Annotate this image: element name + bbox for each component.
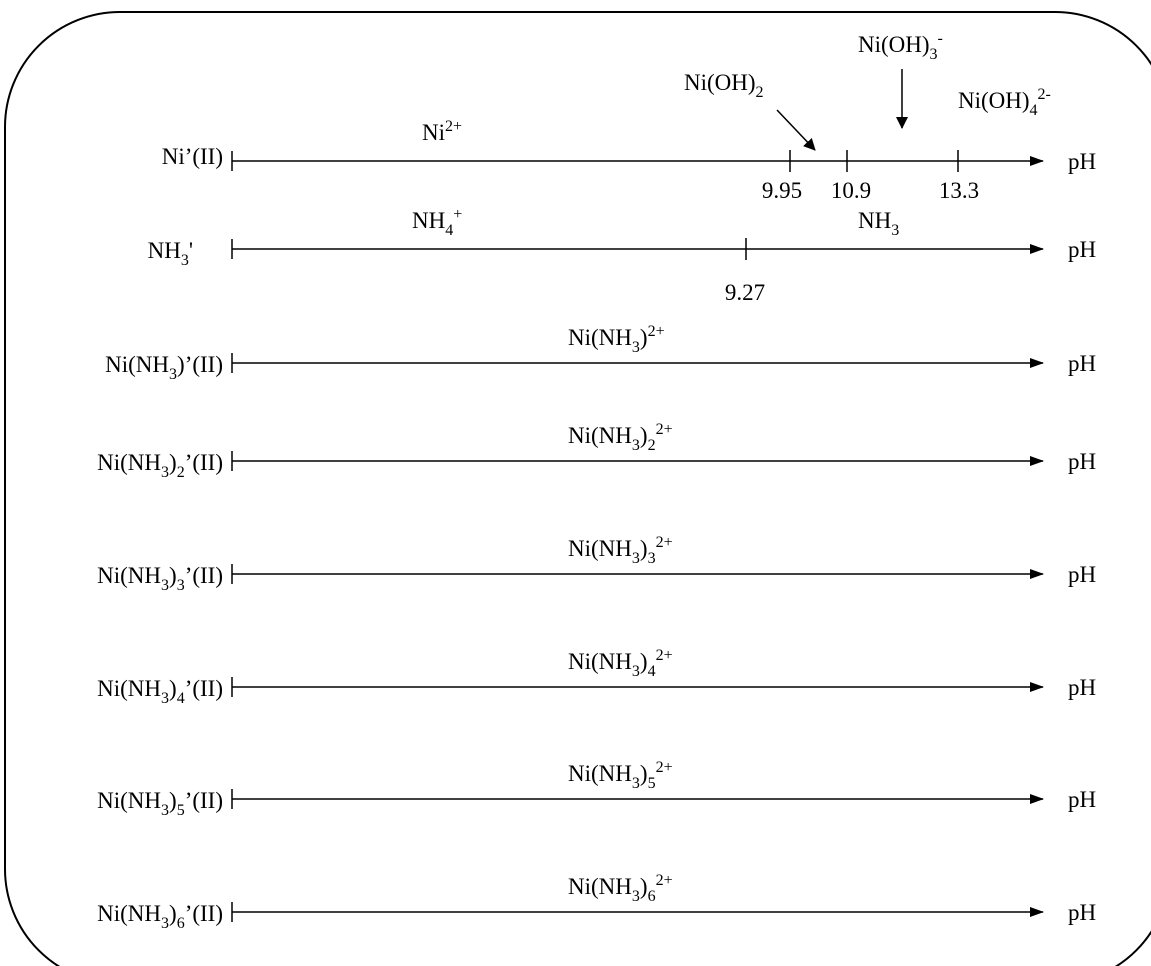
arrow-ni-oh-2	[776, 109, 816, 151]
species-ni-nh3-2: Ni(NH3)22+	[568, 421, 673, 454]
row-ni-nh3-5: Ni(NH3)5’(II) pH Ni(NH3)52+	[97, 759, 1096, 819]
ph-label: pH	[1068, 449, 1096, 474]
tick-label-10.9: 10.9	[831, 178, 871, 203]
ph-label: pH	[1068, 562, 1096, 587]
tick-label-9.27: 9.27	[725, 280, 765, 305]
row-ni-nh3-1: Ni(NH3)’(II) pH Ni(NH3)2+	[105, 323, 1096, 383]
row-label-ni-nh3-6: Ni(NH3)6’(II)	[97, 901, 223, 932]
row-label-ni-ii: Ni’(II)	[162, 144, 223, 169]
row-ni-nh3-6: Ni(NH3)6’(II) pH Ni(NH3)62+	[97, 872, 1096, 932]
diagram-frame	[4, 11, 1151, 966]
row-ni-nh3-3: Ni(NH3)3’(II) pH Ni(NH3)32+	[97, 534, 1096, 594]
species-ni-oh-2: Ni(OH)2	[684, 70, 764, 101]
species-ni-nh3-3: Ni(NH3)32+	[568, 534, 673, 567]
ph-label: pH	[1068, 237, 1096, 262]
row-label-ni-nh3-3: Ni(NH3)3’(II)	[97, 563, 223, 594]
row-ni-nh3-4: Ni(NH3)4’(II) pH Ni(NH3)42+	[97, 647, 1096, 707]
tick-label-9.95: 9.95	[762, 178, 802, 203]
species-ni-oh-3-minus: Ni(OH)3-	[858, 30, 943, 63]
row-ni-nh3-2: Ni(NH3)2’(II) pH Ni(NH3)22+	[97, 421, 1096, 481]
row-label-ni-nh3-5: Ni(NH3)5’(II)	[97, 788, 223, 819]
row-label-ni-nh3-1: Ni(NH3)’(II)	[105, 352, 223, 383]
ph-label: pH	[1068, 149, 1096, 174]
species-ni-nh3-4: Ni(NH3)42+	[568, 647, 673, 680]
species-nh4plus: NH4+	[412, 206, 462, 239]
species-ni-nh3-6: Ni(NH3)62+	[568, 872, 673, 905]
ph-label: pH	[1068, 675, 1096, 700]
ph-label: pH	[1068, 787, 1096, 812]
species-ni-nh3-1: Ni(NH3)2+	[568, 323, 665, 356]
row-label-ni-nh3-4: Ni(NH3)4’(II)	[97, 676, 223, 707]
ph-label: pH	[1068, 351, 1096, 376]
species-ni2plus: Ni2+	[422, 118, 462, 145]
species-nh3: NH3	[858, 208, 899, 239]
species-ni-oh-4-2minus: Ni(OH)42-	[958, 86, 1051, 119]
row-label-nh3: NH3'	[148, 238, 193, 269]
species-ni-nh3-5: Ni(NH3)52+	[568, 759, 673, 792]
ph-label: pH	[1068, 900, 1096, 925]
tick-label-13.3: 13.3	[939, 178, 979, 203]
row-label-ni-nh3-2: Ni(NH3)2’(II)	[97, 450, 223, 481]
